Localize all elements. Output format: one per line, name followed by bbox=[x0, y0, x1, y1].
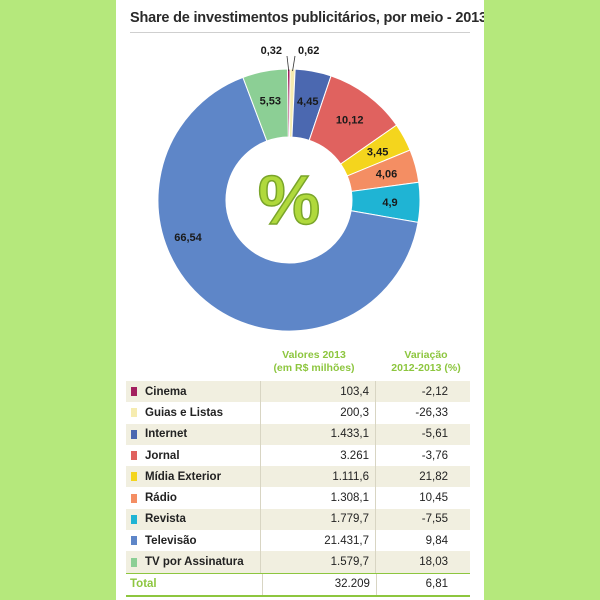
row-label: Internet bbox=[145, 428, 188, 441]
table-row: Rádio 1.308,1 10,45 bbox=[126, 487, 470, 509]
data-table: Cinema 103,4 -2,12 Guias e Listas 200,3 … bbox=[126, 381, 470, 597]
row-variation: -2,12 bbox=[421, 385, 448, 398]
row-variation: -3,76 bbox=[421, 449, 448, 462]
legend-swatch bbox=[131, 429, 137, 439]
legend-swatch bbox=[131, 472, 137, 482]
table-row: Guias e Listas 200,3 -26,33 bbox=[126, 402, 470, 424]
variation-header-line2: 2012-2013 (%) bbox=[391, 362, 461, 374]
row-variation: 9,84 bbox=[425, 534, 448, 547]
row-label: Jornal bbox=[145, 449, 180, 462]
row-value: 1.111,6 bbox=[260, 466, 376, 488]
variation-column-header: Variação 2012-2013 (%) bbox=[376, 349, 476, 375]
legend-swatch bbox=[131, 557, 137, 567]
values-header-line2: (em R$ milhões) bbox=[273, 362, 355, 374]
row-label: Revista bbox=[145, 513, 186, 526]
legend-swatch bbox=[131, 493, 137, 503]
total-value: 32.209 bbox=[262, 573, 377, 595]
table-row: Televisão 21.431,7 9,84 bbox=[126, 530, 470, 552]
row-variation: -5,61 bbox=[421, 428, 448, 441]
title-divider bbox=[130, 32, 470, 33]
leader-line bbox=[286, 55, 290, 72]
legend-swatch bbox=[131, 536, 137, 546]
values-header-line1: Valores 2013 bbox=[282, 349, 346, 361]
slice-label: 10,12 bbox=[336, 114, 364, 126]
table-row: Jornal 3.261 -3,76 bbox=[126, 444, 470, 467]
leader-line bbox=[292, 55, 296, 72]
row-value: 1.308,1 bbox=[260, 487, 376, 509]
row-value: 21.431,7 bbox=[260, 530, 376, 552]
row-value: 200,3 bbox=[260, 402, 376, 424]
donut-slice-televis-o bbox=[157, 76, 419, 332]
slice-label: 0,62 bbox=[298, 45, 319, 57]
row-variation: 10,45 bbox=[419, 492, 448, 505]
row-value: 1.579,7 bbox=[260, 551, 376, 573]
legend-swatch bbox=[131, 451, 137, 461]
slice-label: 4,06 bbox=[376, 169, 397, 181]
donut-chart: 0,32 0,62 4,45 10,12 3,45 4,06 4,9 66,54 5,53 % bbox=[157, 45, 421, 332]
table-total-row: Total 32.209 6,81 bbox=[126, 572, 470, 597]
total-label: Total bbox=[130, 578, 157, 591]
row-variation: -26,33 bbox=[415, 406, 448, 419]
slice-label: 66,54 bbox=[174, 232, 202, 244]
slice-label: 4,45 bbox=[297, 96, 318, 108]
row-value: 3.261 bbox=[260, 444, 376, 467]
table-row: TV por Assinatura 1.579,7 18,03 bbox=[126, 551, 470, 573]
row-label: Mídia Exterior bbox=[145, 470, 222, 483]
row-label: Cinema bbox=[145, 385, 187, 398]
table-row: Cinema 103,4 -2,12 bbox=[126, 381, 470, 403]
total-variation: 6,81 bbox=[425, 578, 448, 591]
row-variation: -7,55 bbox=[421, 513, 448, 526]
row-label: Rádio bbox=[145, 492, 177, 505]
row-variation: 21,82 bbox=[419, 470, 448, 483]
row-label: TV por Assinatura bbox=[145, 556, 244, 569]
values-column-header: Valores 2013 (em R$ milhões) bbox=[262, 349, 366, 375]
infographic-panel: Share de investimentos publicitários, po… bbox=[116, 0, 484, 600]
legend-swatch bbox=[131, 408, 137, 418]
row-value: 103,4 bbox=[260, 381, 376, 403]
legend-swatch bbox=[131, 514, 137, 524]
row-label: Guias e Listas bbox=[145, 406, 223, 419]
row-value: 1.433,1 bbox=[260, 423, 376, 445]
center-percent-label: % bbox=[258, 161, 320, 239]
variation-header-line1: Variação bbox=[404, 349, 448, 361]
chart-title: Share de investimentos publicitários, po… bbox=[130, 10, 484, 26]
row-label: Televisão bbox=[145, 534, 197, 547]
table-row: Mídia Exterior 1.111,6 21,82 bbox=[126, 466, 470, 488]
donut-slice-tv-por-assinatura bbox=[242, 68, 289, 142]
row-value: 1.779,7 bbox=[260, 508, 376, 531]
slice-label: 5,53 bbox=[260, 96, 281, 108]
slice-label: 0,32 bbox=[261, 45, 282, 57]
table-row: Internet 1.433,1 -5,61 bbox=[126, 423, 470, 445]
table-row: Revista 1.779,7 -7,55 bbox=[126, 508, 470, 531]
row-variation: 18,03 bbox=[419, 556, 448, 569]
slice-label: 3,45 bbox=[367, 147, 388, 159]
legend-swatch bbox=[131, 387, 137, 397]
slice-label: 4,9 bbox=[382, 197, 397, 209]
